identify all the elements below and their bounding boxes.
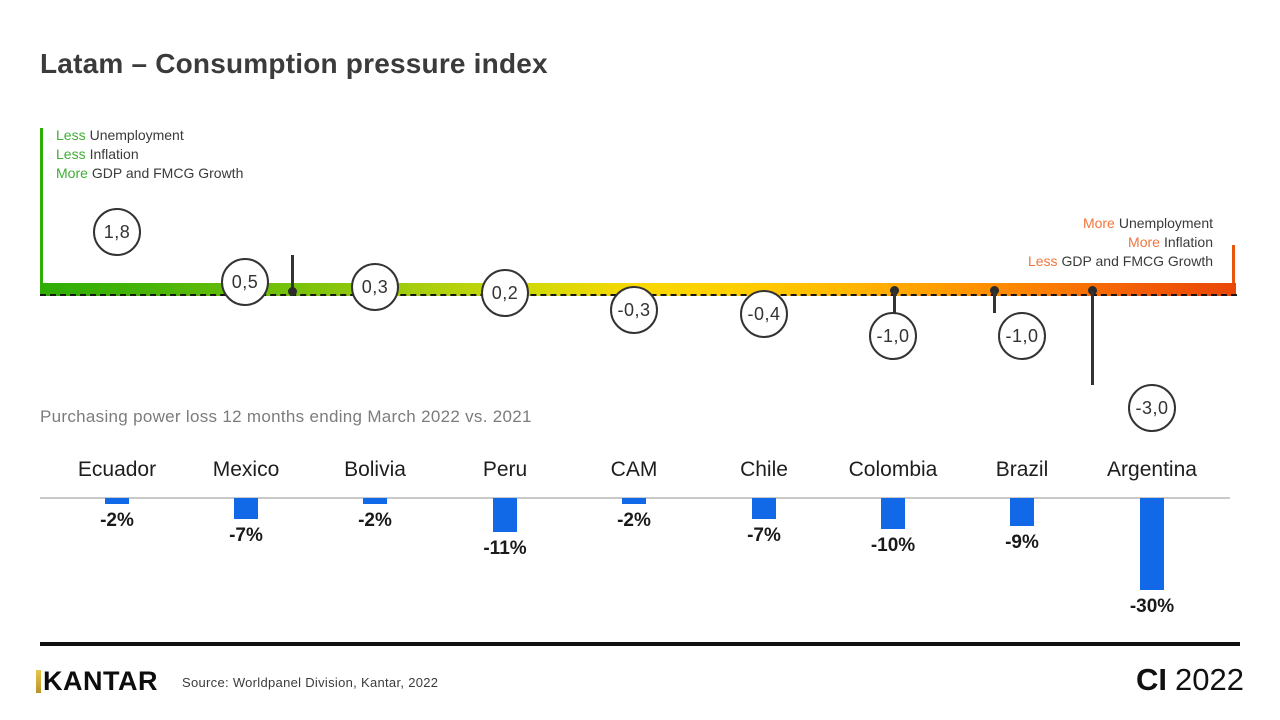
legend-line: Less GDP and FMCG Growth bbox=[1028, 252, 1213, 271]
country-label: Ecuador bbox=[77, 458, 157, 481]
bar-column-bolivia: Bolivia -2% bbox=[310, 458, 440, 628]
scale-marker-dot bbox=[990, 286, 999, 295]
country-label: Colombia bbox=[848, 458, 938, 481]
index-value-circle: 1,8 bbox=[93, 208, 141, 256]
country-label: CAM bbox=[610, 458, 658, 481]
bar-value-label: -2% bbox=[358, 510, 392, 531]
scale-marker-line bbox=[993, 291, 996, 313]
legend-text: GDP and FMCG Growth bbox=[91, 165, 244, 181]
legend-text: Unemployment bbox=[89, 127, 184, 143]
bar bbox=[105, 498, 129, 504]
legend-negative: More Unemployment More Inflation Less GDP a… bbox=[1028, 214, 1213, 271]
bar-value-label: -7% bbox=[747, 525, 781, 546]
index-value-circle: -3,0 bbox=[1128, 384, 1176, 432]
country-label: Argentina bbox=[1107, 458, 1197, 481]
index-value-circle: 0,2 bbox=[481, 269, 529, 317]
orange-axis-line bbox=[1232, 245, 1235, 284]
legend-text: GDP and FMCG Growth bbox=[1061, 253, 1213, 269]
kantar-logo-gold-stroke bbox=[36, 670, 41, 693]
index-value-circle: -1,0 bbox=[998, 312, 1046, 360]
kantar-logo-text: KANTAR bbox=[43, 666, 158, 696]
bar bbox=[1010, 498, 1034, 526]
index-value-circle: -0,4 bbox=[740, 290, 788, 338]
country-label: Peru bbox=[482, 458, 528, 481]
legend-line: More GDP and FMCG Growth bbox=[56, 164, 243, 183]
scale-marker-line bbox=[290, 255, 294, 292]
country-label: Mexico bbox=[212, 458, 280, 481]
green-axis-line bbox=[40, 128, 43, 284]
ci-year: 2022 bbox=[1175, 662, 1244, 697]
legend-line: More Inflation bbox=[1028, 233, 1213, 252]
legend-text: Unemployment bbox=[1118, 215, 1213, 231]
bar-value-label: -11% bbox=[483, 538, 527, 559]
ci-label: CI bbox=[1136, 662, 1168, 697]
bar-column-argentina: Argentina -30% bbox=[1087, 458, 1217, 628]
scale-marker-dot bbox=[890, 286, 899, 295]
index-value-circle: -0,3 bbox=[610, 286, 658, 334]
bar-value-label: -10% bbox=[870, 535, 916, 556]
bar-value-label: -9% bbox=[1005, 532, 1039, 553]
legend-text: Inflation bbox=[89, 146, 139, 162]
bar-column-ecuador: Ecuador -2% bbox=[52, 458, 182, 628]
legend-highlight: Less bbox=[56, 146, 86, 162]
scale-marker-line bbox=[893, 291, 896, 313]
index-value-circle: 0,3 bbox=[351, 263, 399, 311]
bar bbox=[363, 498, 387, 504]
legend-highlight: Less bbox=[56, 127, 86, 143]
legend-highlight: Less bbox=[1027, 253, 1058, 269]
legend-highlight: More bbox=[1128, 234, 1160, 250]
bar bbox=[234, 498, 258, 519]
bar-column-peru: Peru -11% bbox=[440, 458, 570, 628]
bar-chart-title: Purchasing power loss 12 months ending M… bbox=[40, 407, 532, 426]
bar bbox=[1140, 498, 1164, 590]
legend-line: More Unemployment bbox=[1028, 214, 1213, 233]
legend-positive: Less Unemployment Less Inflation More GDP a… bbox=[56, 126, 243, 183]
legend-line: Less Inflation bbox=[56, 145, 243, 164]
bar-chart-baseline bbox=[40, 497, 1230, 499]
source-note: Source: Worldpanel Division, Kantar, 202… bbox=[182, 675, 439, 690]
country-label: Brazil bbox=[995, 458, 1049, 481]
kantar-logo: KANTAR bbox=[36, 666, 158, 697]
bar-value-label: -7% bbox=[229, 525, 263, 546]
bar bbox=[622, 498, 646, 504]
scale-marker-dot bbox=[1088, 286, 1097, 295]
legend-text: Inflation bbox=[1163, 234, 1213, 250]
footer-divider bbox=[40, 642, 1240, 646]
ci-2022-badge: CI 2022 bbox=[1136, 662, 1244, 698]
country-label: Chile bbox=[740, 458, 788, 481]
bar-column-brazil: Brazil -9% bbox=[957, 458, 1087, 628]
bar-value-label: -2% bbox=[100, 510, 134, 531]
bar-column-colombia: Colombia -10% bbox=[828, 458, 958, 628]
page-title: Latam – Consumption pressure index bbox=[40, 48, 548, 79]
index-value-circle: -1,0 bbox=[869, 312, 917, 360]
country-label: Bolivia bbox=[344, 458, 406, 481]
bar bbox=[493, 498, 517, 532]
bar-column-mexico: Mexico -7% bbox=[181, 458, 311, 628]
bar-value-label: -2% bbox=[617, 510, 651, 531]
bar-value-label: -30% bbox=[1129, 596, 1175, 617]
scale-marker-dot bbox=[288, 287, 297, 296]
bar bbox=[752, 498, 776, 519]
legend-highlight: More bbox=[56, 165, 88, 181]
bar bbox=[881, 498, 905, 529]
index-value-circle: 0,5 bbox=[221, 258, 269, 306]
scale-marker-line bbox=[1091, 291, 1094, 385]
legend-highlight: More bbox=[1082, 215, 1115, 231]
bar-column-cam: CAM -2% bbox=[569, 458, 699, 628]
bar-column-chile: Chile -7% bbox=[699, 458, 829, 628]
legend-line: Less Unemployment bbox=[56, 126, 243, 145]
